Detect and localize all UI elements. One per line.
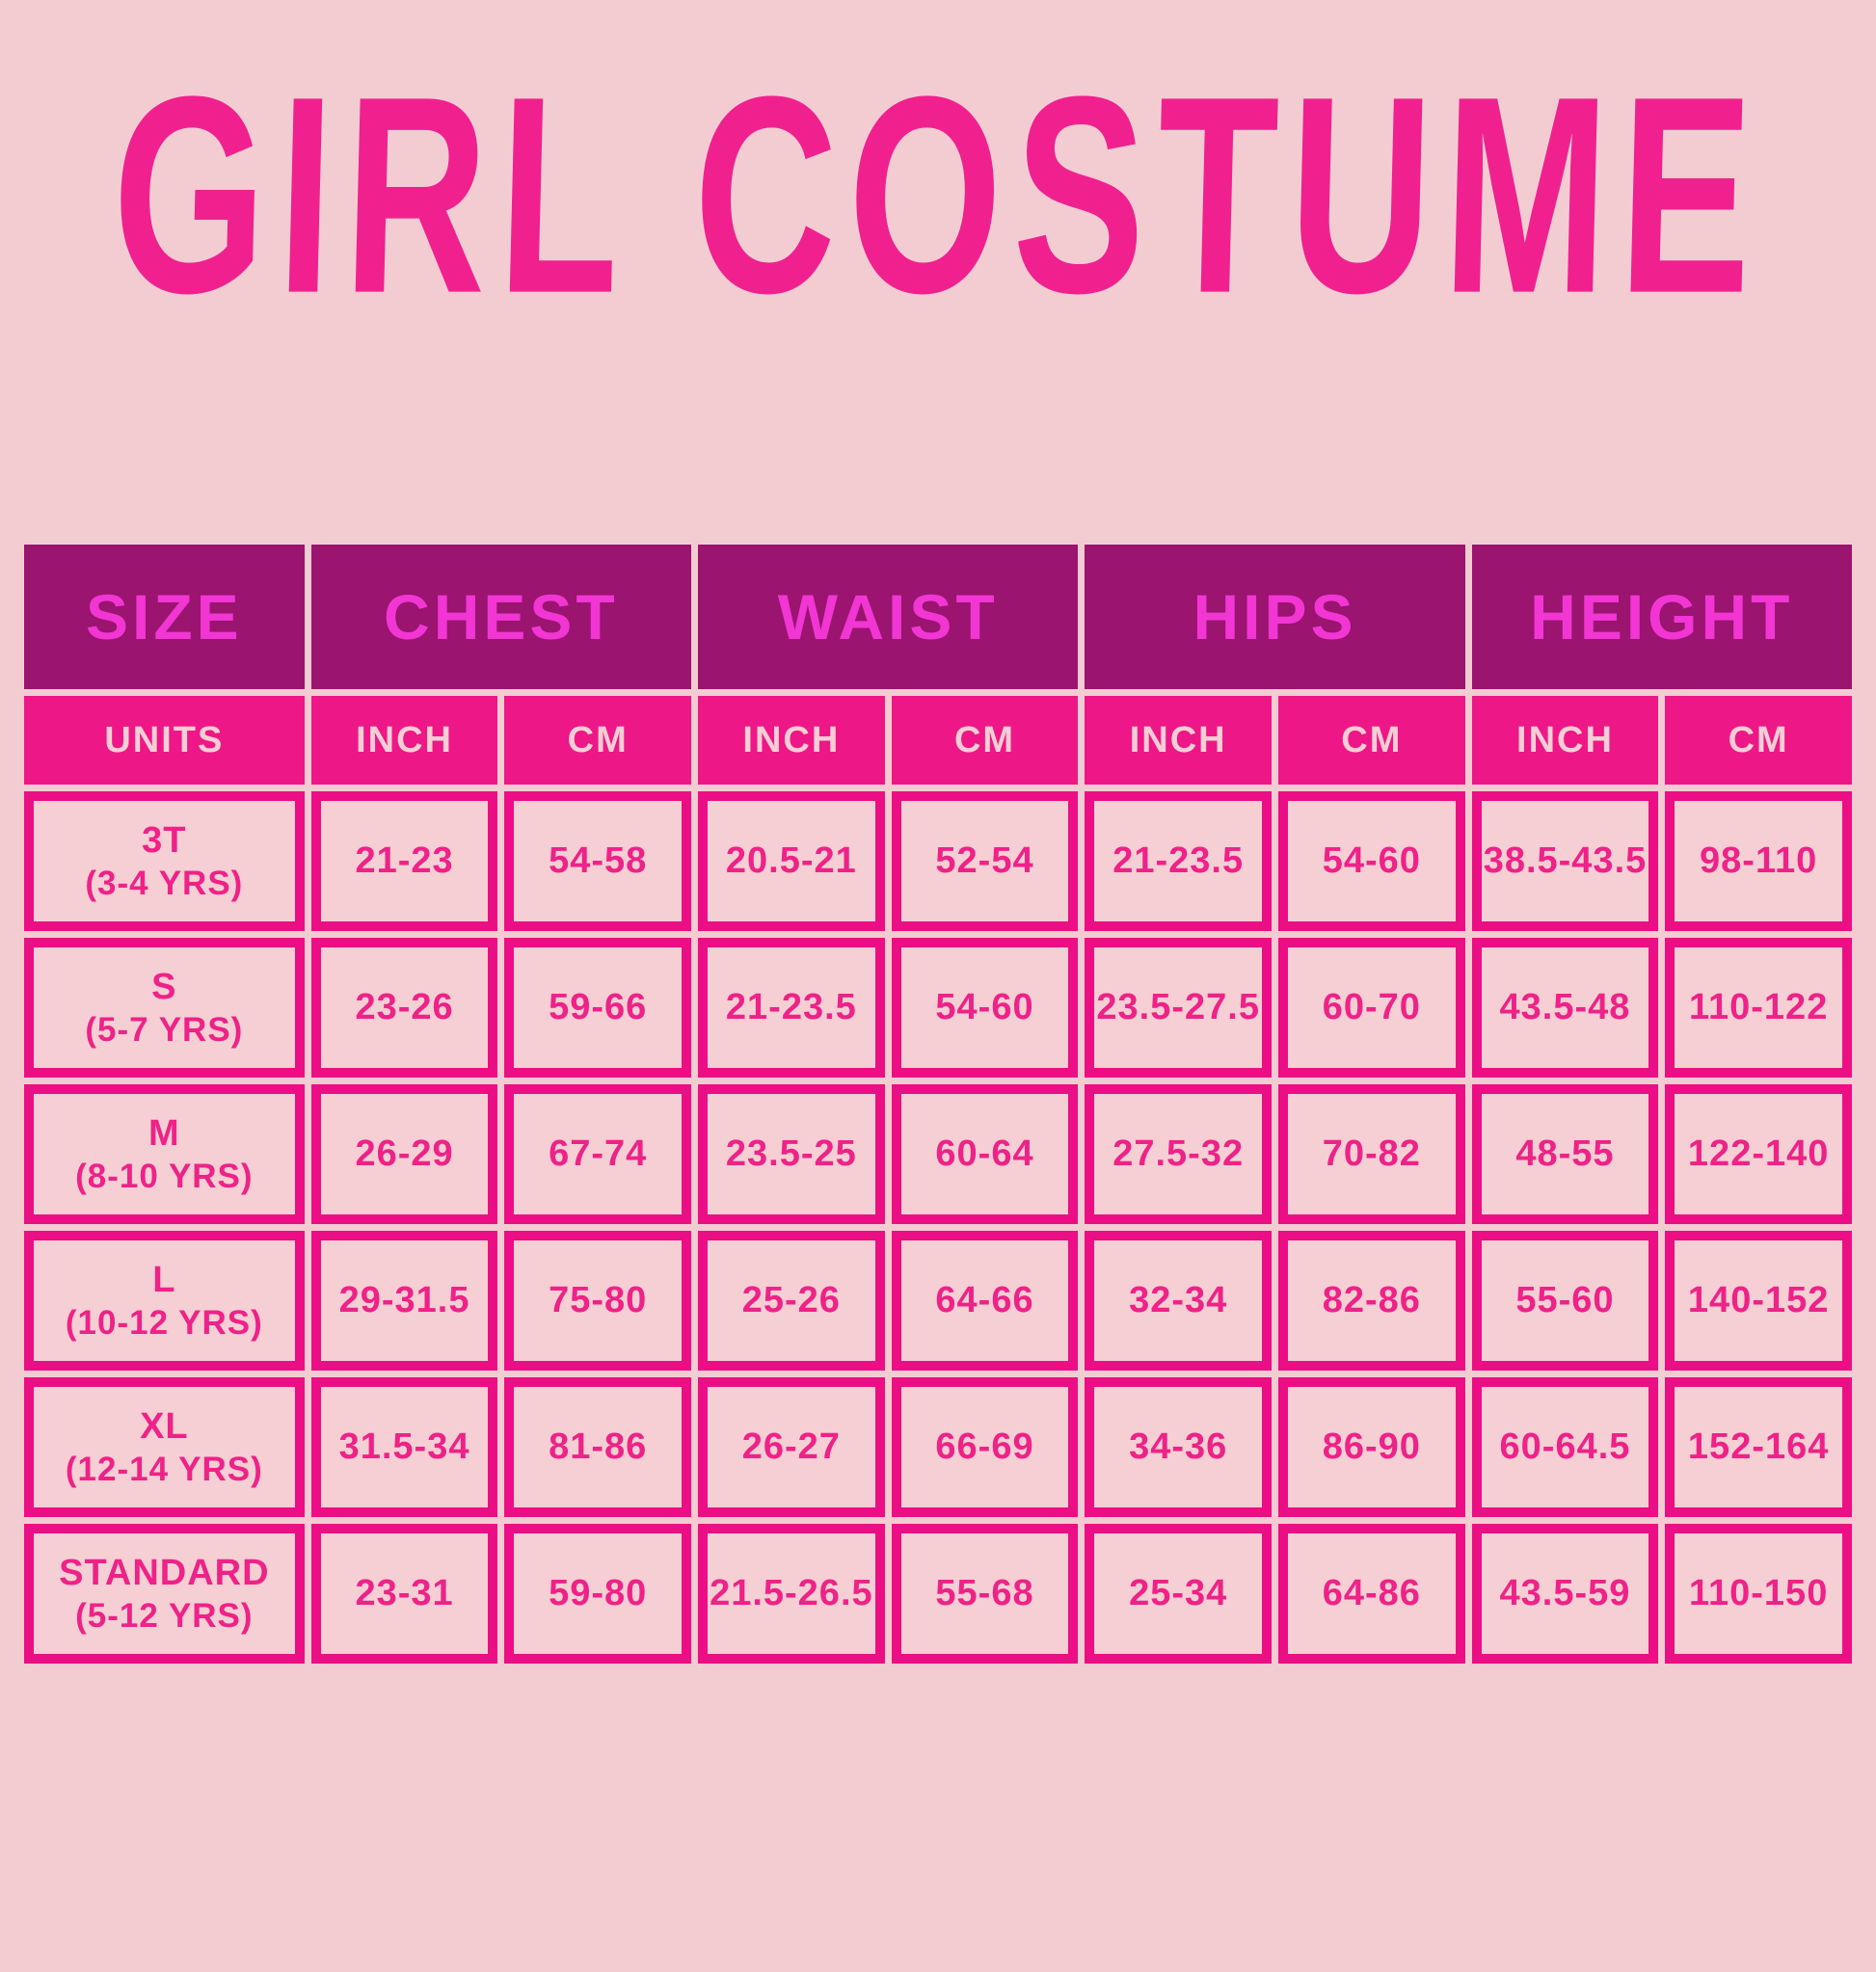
- value-cell: 23.5-27.5: [1085, 938, 1272, 1078]
- size-label: L: [152, 1259, 176, 1300]
- value-cell: 64-66: [891, 1231, 1079, 1371]
- value-cell: 55-60: [1471, 1231, 1659, 1371]
- value-cell: 98-110: [1665, 791, 1852, 931]
- value-cell: 20.5-21: [698, 791, 885, 931]
- unit-header-inch: INCH: [1085, 696, 1272, 785]
- value-cell: 60-70: [1278, 938, 1465, 1078]
- value-cell: 43.5-59: [1471, 1524, 1659, 1664]
- size-cell: 3T (3-4 YRS): [24, 791, 305, 931]
- unit-header-cm: CM: [1665, 696, 1852, 785]
- size-label: STANDARD: [59, 1552, 270, 1593]
- column-header-hips: HIPS: [1085, 545, 1465, 689]
- value-cell: 64-86: [1278, 1524, 1465, 1664]
- unit-header-inch: INCH: [698, 696, 885, 785]
- unit-header-inch: INCH: [1471, 696, 1659, 785]
- value-cell: 140-152: [1665, 1231, 1852, 1371]
- units-row: UNITS INCH CM INCH CM INCH CM INCH CM: [24, 696, 1852, 785]
- unit-header-cm: CM: [504, 696, 692, 785]
- value-cell: 152-164: [1665, 1377, 1852, 1517]
- value-cell: 25-26: [698, 1231, 885, 1371]
- value-cell: 59-80: [504, 1524, 692, 1664]
- size-label: 3T: [142, 819, 187, 861]
- size-age-label: (5-12 YRS): [75, 1596, 254, 1635]
- value-cell: 21.5-26.5: [698, 1524, 885, 1664]
- value-cell: 32-34: [1085, 1231, 1272, 1371]
- size-cell: L (10-12 YRS): [24, 1231, 305, 1371]
- size-age-label: (5-7 YRS): [85, 1010, 244, 1049]
- value-cell: 29-31.5: [310, 1231, 498, 1371]
- value-cell: 21-23.5: [698, 938, 885, 1078]
- unit-header-cm: CM: [891, 696, 1079, 785]
- size-label: XL: [140, 1405, 189, 1447]
- value-cell: 54-58: [504, 791, 692, 931]
- value-cell: 66-69: [891, 1377, 1079, 1517]
- value-cell: 23.5-25: [698, 1084, 885, 1224]
- value-cell: 38.5-43.5: [1471, 791, 1659, 931]
- size-cell: STANDARD (5-12 YRS): [24, 1524, 305, 1664]
- value-cell: 23-26: [310, 938, 498, 1078]
- value-cell: 25-34: [1085, 1524, 1272, 1664]
- size-age-label: (10-12 YRS): [65, 1303, 263, 1342]
- table-row-3t: 3T (3-4 YRS) 21-23 54-58 20.5-21 52-54 2…: [24, 791, 1852, 931]
- value-cell: 43.5-48: [1471, 938, 1659, 1078]
- value-cell: 26-27: [698, 1377, 885, 1517]
- value-cell: 21-23: [310, 791, 498, 931]
- value-cell: 59-66: [504, 938, 692, 1078]
- value-cell: 60-64: [891, 1084, 1079, 1224]
- value-cell: 31.5-34: [310, 1377, 498, 1517]
- units-label: UNITS: [24, 696, 305, 785]
- size-cell: M (8-10 YRS): [24, 1084, 305, 1224]
- size-chart-page: GIRL COSTUME SIZE CHEST WAIST HIPS HEIGH…: [0, 39, 1876, 1972]
- column-header-height: HEIGHT: [1471, 545, 1852, 689]
- table-row-xl: XL (12-14 YRS) 31.5-34 81-86 26-27 66-69…: [24, 1377, 1852, 1517]
- value-cell: 82-86: [1278, 1231, 1465, 1371]
- value-cell: 110-122: [1665, 938, 1852, 1078]
- unit-header-cm: CM: [1278, 696, 1465, 785]
- column-header-size: SIZE: [24, 545, 305, 689]
- size-label: S: [151, 966, 177, 1007]
- value-cell: 27.5-32: [1085, 1084, 1272, 1224]
- value-cell: 34-36: [1085, 1377, 1272, 1517]
- size-age-label: (3-4 YRS): [85, 864, 244, 902]
- value-cell: 122-140: [1665, 1084, 1852, 1224]
- value-cell: 54-60: [891, 938, 1079, 1078]
- table-row-l: L (10-12 YRS) 29-31.5 75-80 25-26 64-66 …: [24, 1231, 1852, 1371]
- value-cell: 75-80: [504, 1231, 692, 1371]
- page-title: GIRL COSTUME: [109, 38, 1767, 353]
- column-header-chest: CHEST: [310, 545, 692, 689]
- size-label: M: [148, 1112, 180, 1154]
- column-header-row: SIZE CHEST WAIST HIPS HEIGHT: [24, 545, 1852, 689]
- column-header-waist: WAIST: [698, 545, 1079, 689]
- value-cell: 26-29: [310, 1084, 498, 1224]
- size-cell: S (5-7 YRS): [24, 938, 305, 1078]
- size-age-label: (8-10 YRS): [75, 1157, 254, 1195]
- value-cell: 110-150: [1665, 1524, 1852, 1664]
- size-chart-table: SIZE CHEST WAIST HIPS HEIGHT UNITS INCH …: [17, 538, 1859, 1670]
- table-row-m: M (8-10 YRS) 26-29 67-74 23.5-25 60-64 2…: [24, 1084, 1852, 1224]
- value-cell: 55-68: [891, 1524, 1079, 1664]
- value-cell: 21-23.5: [1085, 791, 1272, 931]
- size-age-label: (12-14 YRS): [65, 1450, 263, 1488]
- value-cell: 70-82: [1278, 1084, 1465, 1224]
- value-cell: 54-60: [1278, 791, 1465, 931]
- value-cell: 48-55: [1471, 1084, 1659, 1224]
- size-cell: XL (12-14 YRS): [24, 1377, 305, 1517]
- value-cell: 60-64.5: [1471, 1377, 1659, 1517]
- unit-header-inch: INCH: [310, 696, 498, 785]
- value-cell: 86-90: [1278, 1377, 1465, 1517]
- value-cell: 81-86: [504, 1377, 692, 1517]
- value-cell: 52-54: [891, 791, 1079, 931]
- table-row-s: S (5-7 YRS) 23-26 59-66 21-23.5 54-60 23…: [24, 938, 1852, 1078]
- value-cell: 23-31: [310, 1524, 498, 1664]
- table-row-standard: STANDARD (5-12 YRS) 23-31 59-80 21.5-26.…: [24, 1524, 1852, 1664]
- value-cell: 67-74: [504, 1084, 692, 1224]
